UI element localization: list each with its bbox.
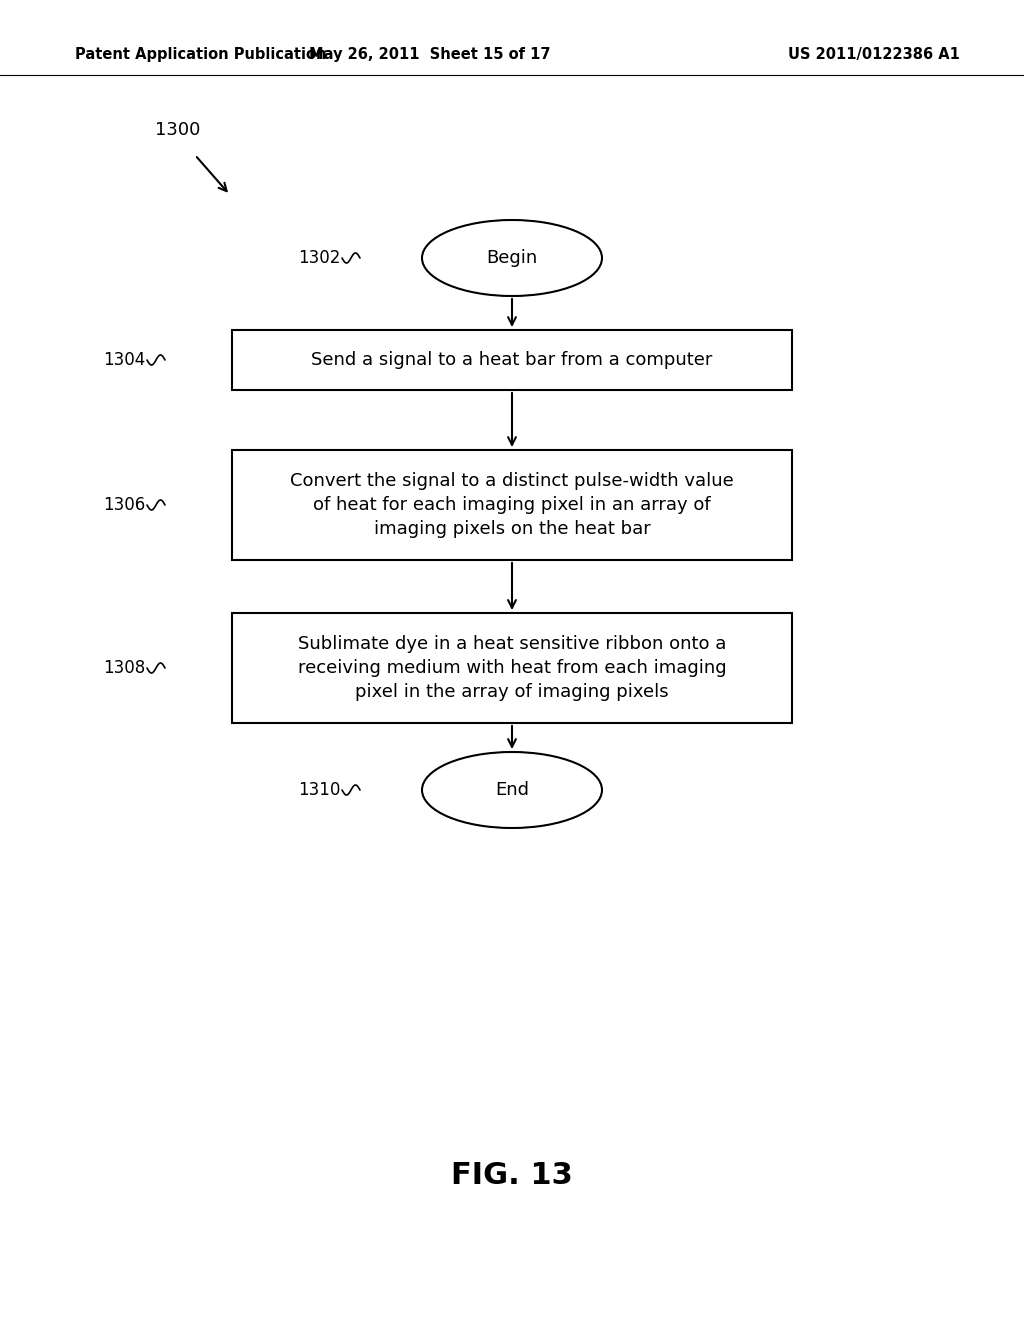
Bar	[232, 330, 792, 389]
Text: End: End	[495, 781, 529, 799]
Text: 1302: 1302	[298, 249, 340, 267]
Bar	[232, 450, 792, 560]
Text: US 2011/0122386 A1: US 2011/0122386 A1	[788, 48, 961, 62]
Text: May 26, 2011  Sheet 15 of 17: May 26, 2011 Sheet 15 of 17	[309, 48, 551, 62]
Text: 1304: 1304	[102, 351, 145, 370]
Text: 1300: 1300	[155, 121, 201, 139]
Text: FIG. 13: FIG. 13	[452, 1160, 572, 1189]
Text: Patent Application Publication: Patent Application Publication	[75, 48, 327, 62]
Bar	[232, 612, 792, 723]
Text: Send a signal to a heat bar from a computer: Send a signal to a heat bar from a compu…	[311, 351, 713, 370]
Text: Sublimate dye in a heat sensitive ribbon onto a
receiving medium with heat from : Sublimate dye in a heat sensitive ribbon…	[298, 635, 726, 701]
Text: 1310: 1310	[298, 781, 340, 799]
Text: 1306: 1306	[102, 496, 145, 513]
Text: 1308: 1308	[102, 659, 145, 677]
Text: Begin: Begin	[486, 249, 538, 267]
Text: Convert the signal to a distinct pulse-width value
of heat for each imaging pixe: Convert the signal to a distinct pulse-w…	[290, 473, 734, 537]
